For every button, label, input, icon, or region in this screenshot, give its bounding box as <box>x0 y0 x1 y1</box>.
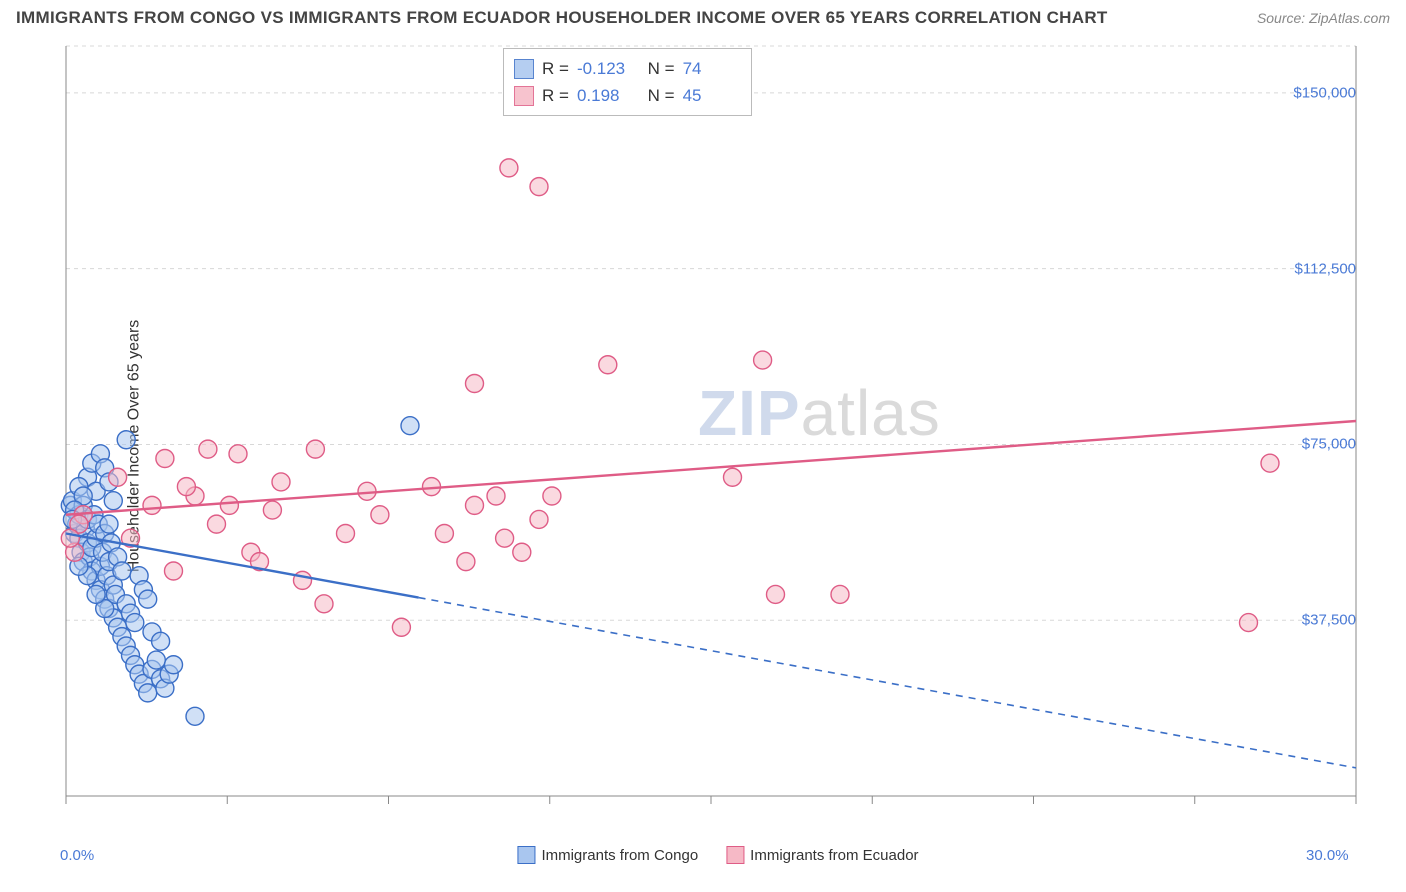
stats-row-ecuador: R = 0.198 N = 45 <box>514 82 741 109</box>
legend-item-ecuador: Immigrants from Ecuador <box>726 846 918 864</box>
y-tick-label: $37,500 <box>1266 612 1356 629</box>
r-value-congo: -0.123 <box>577 55 635 82</box>
source-label: Source: ZipAtlas.com <box>1257 10 1390 26</box>
chart-container: ZIPatlas R = -0.123 N = 74R = 0.198 N = … <box>48 36 1388 836</box>
y-tick-label: $150,000 <box>1266 84 1356 101</box>
n-value-ecuador: 45 <box>683 82 741 109</box>
n-value-congo: 74 <box>683 55 741 82</box>
legend-label-ecuador: Immigrants from Ecuador <box>750 847 918 864</box>
r-value-ecuador: 0.198 <box>577 82 635 109</box>
bottom-legend: Immigrants from Congo Immigrants from Ec… <box>517 846 918 864</box>
x-tick-label: 30.0% <box>1306 847 1349 864</box>
legend-item-congo: Immigrants from Congo <box>517 846 698 864</box>
chart-title: IMMIGRANTS FROM CONGO VS IMMIGRANTS FROM… <box>16 8 1108 28</box>
y-tick-label: $75,000 <box>1266 436 1356 453</box>
stats-swatch-ecuador <box>514 86 534 106</box>
scatter-chart <box>48 36 1376 816</box>
correlation-stats-box: R = -0.123 N = 74R = 0.198 N = 45 <box>503 48 752 116</box>
stats-row-congo: R = -0.123 N = 74 <box>514 55 741 82</box>
y-tick-label: $112,500 <box>1266 260 1356 277</box>
stats-swatch-congo <box>514 59 534 79</box>
x-tick-label: 0.0% <box>60 847 94 864</box>
legend-swatch-congo <box>517 846 535 864</box>
legend-label-congo: Immigrants from Congo <box>541 847 698 864</box>
legend-swatch-ecuador <box>726 846 744 864</box>
